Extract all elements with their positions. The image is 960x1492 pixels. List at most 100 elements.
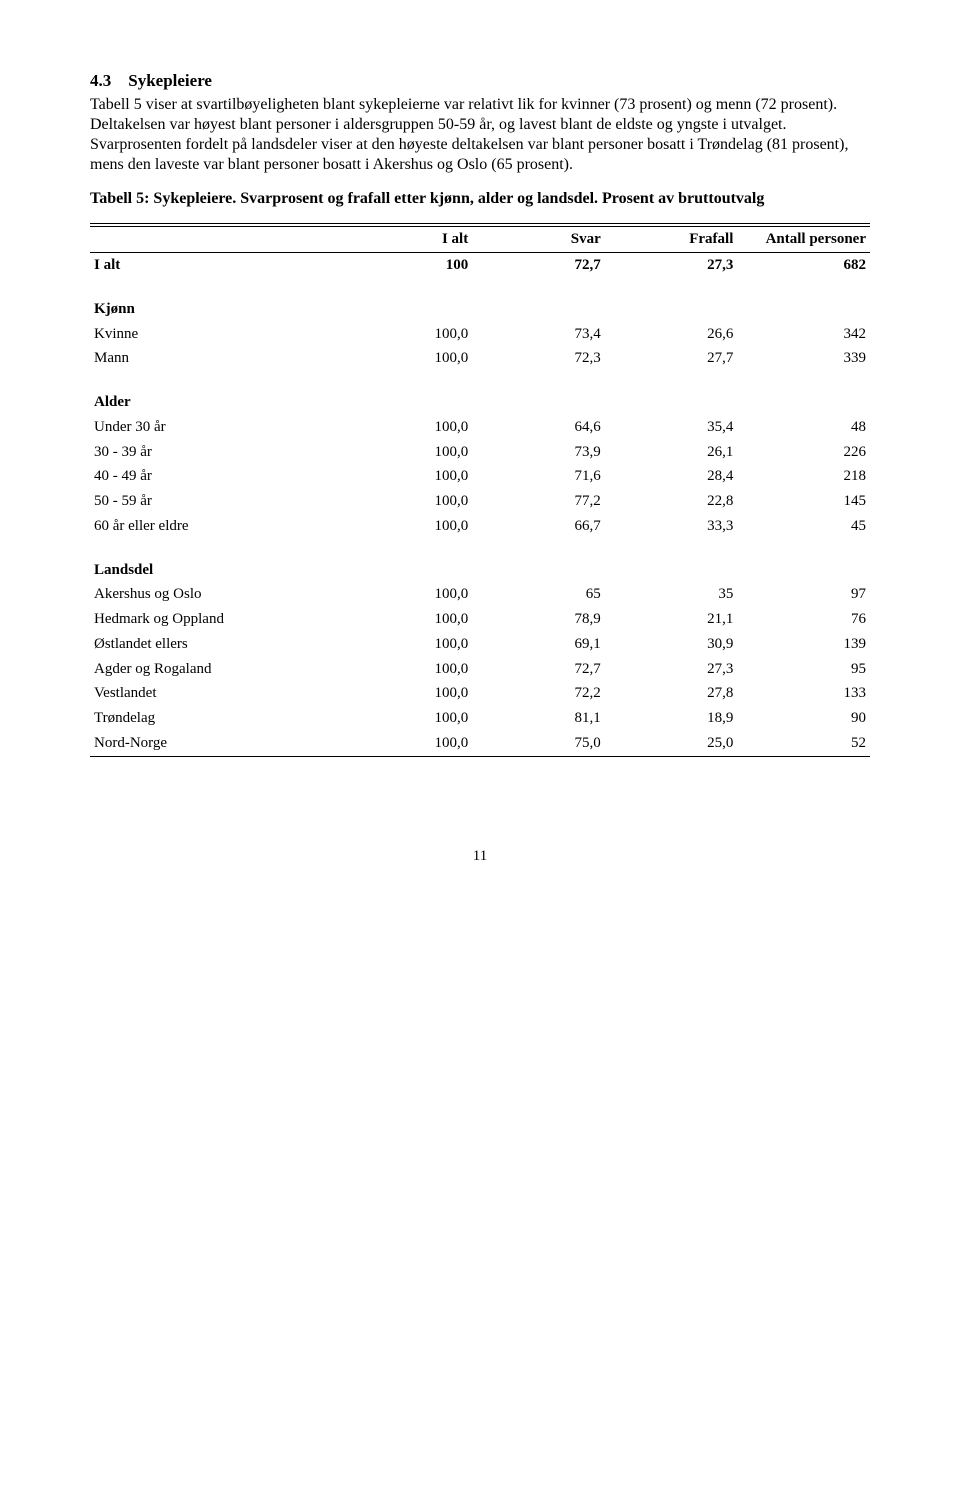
cell: 45 [737,514,870,539]
row-label: Trøndelag [90,706,340,731]
cell: 28,4 [605,464,738,489]
cell: 95 [737,657,870,682]
cell: 339 [737,346,870,371]
cell: 100,0 [340,681,473,706]
section-title: Sykepleiere [128,71,212,90]
cell: 64,6 [472,415,605,440]
cell: 73,9 [472,440,605,465]
row-label: Vestlandet [90,681,340,706]
row-label: Hedmark og Oppland [90,607,340,632]
table-row: Mann100,072,327,7339 [90,346,870,371]
group-label-row: Landsdel [90,539,870,583]
cell: 21,1 [605,607,738,632]
cell: 97 [737,582,870,607]
group-label-row: Kjønn [90,278,870,322]
col-header: Svar [472,227,605,253]
cell: 35 [605,582,738,607]
cell: 66,7 [472,514,605,539]
row-label: 50 - 59 år [90,489,340,514]
row-label: Nord-Norge [90,731,340,756]
cell: 100,0 [340,582,473,607]
cell: 218 [737,464,870,489]
row-label: Mann [90,346,340,371]
cell: 27,7 [605,346,738,371]
cell: 25,0 [605,731,738,756]
cell: 226 [737,440,870,465]
page-number: 11 [90,847,870,866]
table-row: Under 30 år100,064,635,448 [90,415,870,440]
total-row: I alt 100 72,7 27,3 682 [90,253,870,278]
cell: 72,7 [472,657,605,682]
cell: 52 [737,731,870,756]
cell: 30,9 [605,632,738,657]
cell: 100,0 [340,346,473,371]
group-label: Alder [90,371,870,415]
table-header-row: I alt Svar Frafall Antall personer [90,227,870,253]
section-heading: 4.3 Sykepleiere [90,70,870,91]
table-row: Vestlandet100,072,227,8133 [90,681,870,706]
table-row: Akershus og Oslo100,0653597 [90,582,870,607]
col-header: Frafall [605,227,738,253]
cell: 27,3 [605,657,738,682]
row-label: 40 - 49 år [90,464,340,489]
cell: 73,4 [472,322,605,347]
table-row: 30 - 39 år100,073,926,1226 [90,440,870,465]
cell: 100,0 [340,607,473,632]
table-row: 40 - 49 år100,071,628,4218 [90,464,870,489]
cell: 100,0 [340,464,473,489]
cell: 90 [737,706,870,731]
cell: 145 [737,489,870,514]
row-label: Akershus og Oslo [90,582,340,607]
table-row: Nord-Norge100,075,025,052 [90,731,870,756]
table-caption: Tabell 5: Sykepleiere. Svarprosent og fr… [90,189,870,209]
cell: 100,0 [340,632,473,657]
cell: 139 [737,632,870,657]
cell: 26,1 [605,440,738,465]
row-label: Østlandet ellers [90,632,340,657]
cell: 100,0 [340,706,473,731]
cell: 65 [472,582,605,607]
group-label-row: Alder [90,371,870,415]
col-header: I alt [340,227,473,253]
cell: 100,0 [340,731,473,756]
cell: 77,2 [472,489,605,514]
row-label: 60 år eller eldre [90,514,340,539]
cell: 71,6 [472,464,605,489]
cell: 72,7 [472,253,605,278]
cell: 342 [737,322,870,347]
cell: 100,0 [340,514,473,539]
cell: 682 [737,253,870,278]
row-label: 30 - 39 år [90,440,340,465]
cell: 27,8 [605,681,738,706]
cell: 27,3 [605,253,738,278]
cell: 100,0 [340,440,473,465]
cell: 76 [737,607,870,632]
table-row: Kvinne100,073,426,6342 [90,322,870,347]
cell: 100,0 [340,657,473,682]
cell: 100,0 [340,322,473,347]
cell: 33,3 [605,514,738,539]
body-paragraph: Tabell 5 viser at svartilbøyeligheten bl… [90,95,870,175]
cell: 72,3 [472,346,605,371]
cell: 75,0 [472,731,605,756]
cell: 22,8 [605,489,738,514]
cell: 78,9 [472,607,605,632]
group-label: Landsdel [90,539,870,583]
cell: 26,6 [605,322,738,347]
data-table: I alt Svar Frafall Antall personer I alt… [90,223,870,756]
row-label: Under 30 år [90,415,340,440]
cell: 133 [737,681,870,706]
row-label: Kvinne [90,322,340,347]
table-row: 50 - 59 år100,077,222,8145 [90,489,870,514]
row-label: I alt [90,253,340,278]
cell: 35,4 [605,415,738,440]
group-label: Kjønn [90,278,870,322]
cell: 100 [340,253,473,278]
cell: 100,0 [340,489,473,514]
col-header: Antall personer [737,227,870,253]
cell: 100,0 [340,415,473,440]
table-row: Hedmark og Oppland100,078,921,176 [90,607,870,632]
table-row: 60 år eller eldre100,066,733,345 [90,514,870,539]
table-row: Trøndelag100,081,118,990 [90,706,870,731]
cell: 18,9 [605,706,738,731]
